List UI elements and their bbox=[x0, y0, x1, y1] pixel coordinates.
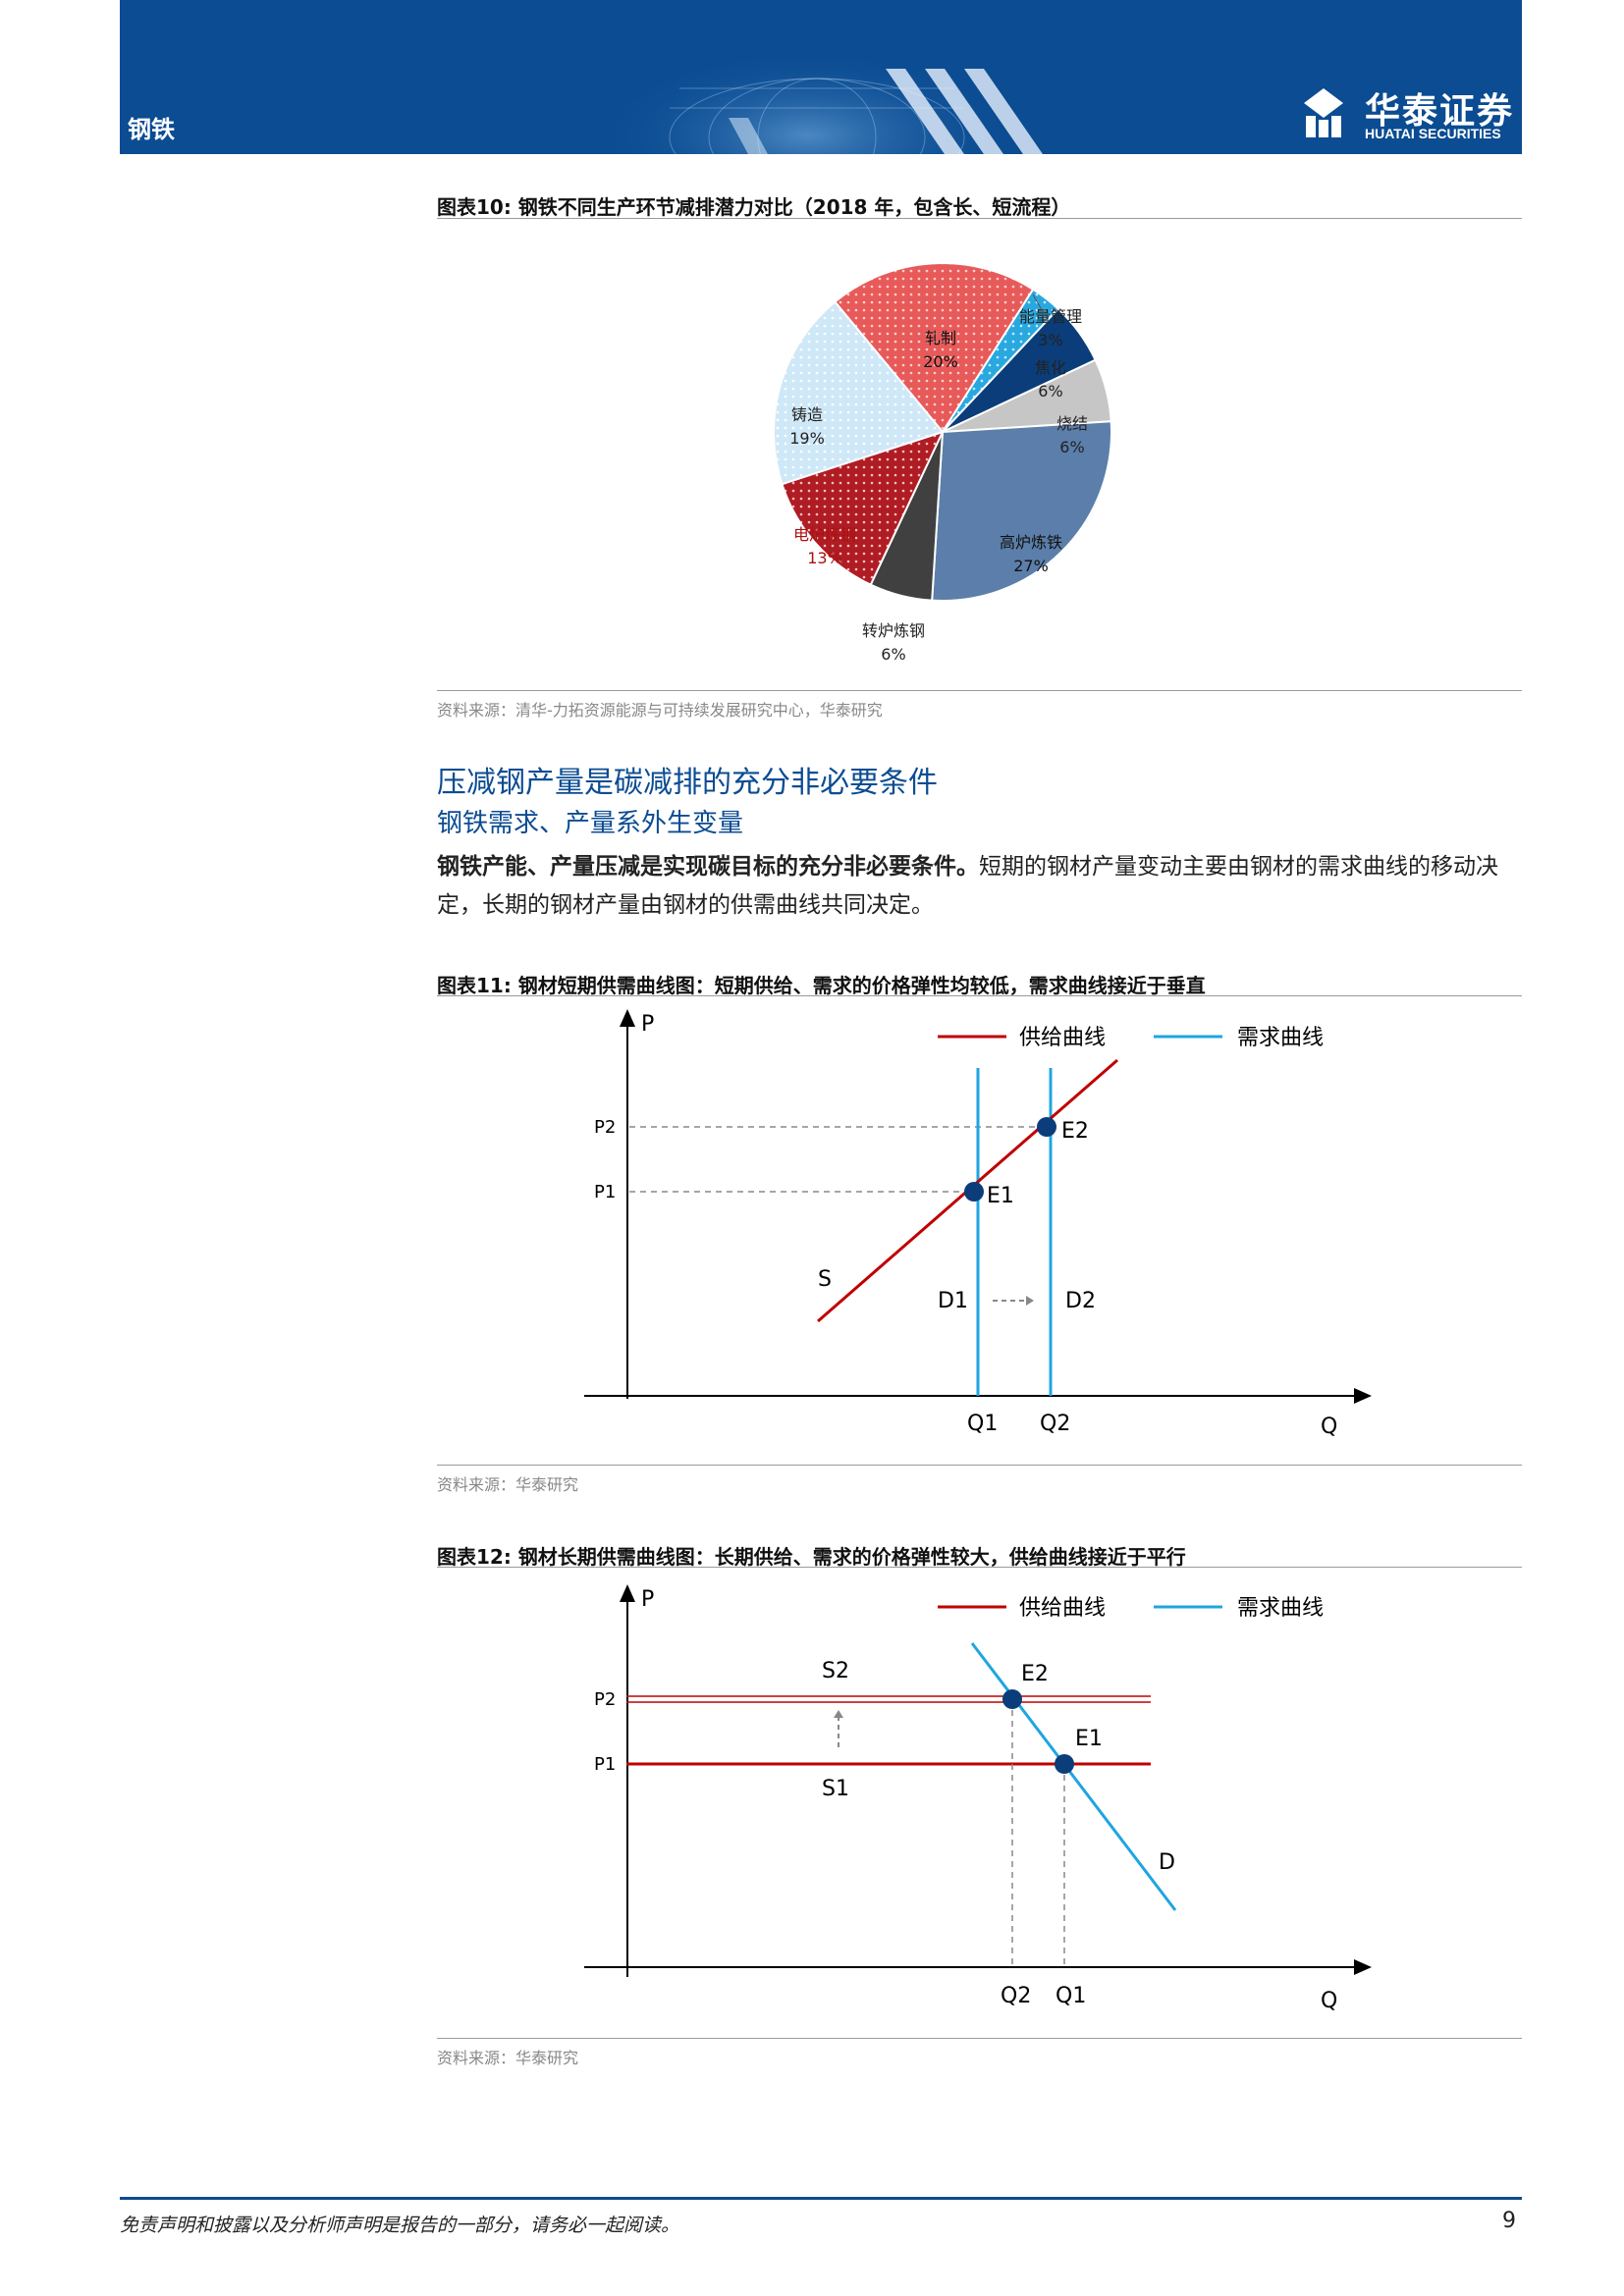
figure12-top-rule bbox=[437, 1567, 1522, 1568]
equilibrium-e2 bbox=[1002, 1689, 1022, 1709]
figure10-pie-chart: 轧制 20% 能量管理 3% 焦化 6% 烧结 6% 高炉炼铁 27% 转炉炼钢 6% 电炉炼钢 13% 铸… bbox=[773, 262, 1112, 664]
p2-label: P2 bbox=[594, 1689, 616, 1710]
figure11-bottom-rule bbox=[437, 1465, 1522, 1466]
figure12-chart: P Q 供给曲线 需求曲线 P2 P1 S2 S1 E2 E1 D Q2 Q1 bbox=[584, 1584, 1372, 2013]
s-label: S bbox=[818, 1267, 832, 1292]
header-banner bbox=[120, 0, 1522, 154]
e2-label: E2 bbox=[1021, 1662, 1049, 1686]
p2-label: P2 bbox=[594, 1117, 616, 1138]
footer-disclaimer: 免责声明和披露以及分析师声明是报告的一部分，请务必一起阅读。 bbox=[120, 2215, 680, 2236]
legend-supply-label: 供给曲线 bbox=[1019, 1026, 1106, 1050]
s2-label: S2 bbox=[822, 1659, 849, 1683]
pie-value-4: 27% bbox=[1013, 557, 1049, 575]
page-number: 9 bbox=[1502, 2209, 1516, 2233]
pie-value-7: 19% bbox=[789, 429, 825, 448]
figure11-top-rule bbox=[437, 995, 1522, 996]
p1-label: P1 bbox=[594, 1754, 616, 1775]
equilibrium-e2 bbox=[1037, 1117, 1056, 1137]
brand-name-en: HUATAI SECURITIES bbox=[1365, 126, 1501, 141]
s1-label: S1 bbox=[822, 1777, 849, 1801]
sector-label: 钢铁 bbox=[128, 116, 175, 143]
y-axis-label: P bbox=[641, 1012, 654, 1037]
x-axis-label: Q bbox=[1321, 1415, 1337, 1439]
pie-value-2: 6% bbox=[1038, 382, 1062, 400]
pie-slice-0 bbox=[833, 262, 1035, 434]
pie-label-4: 高炉炼铁 bbox=[1000, 533, 1062, 552]
y-axis-label: P bbox=[641, 1587, 654, 1612]
paragraph-body: 短期的钢材产量变动主要由钢材的需求曲线的移动决定，长期的钢材产量由钢材的供需曲线… bbox=[437, 854, 1498, 918]
e1-label: E1 bbox=[987, 1184, 1014, 1208]
pie-slice-4 bbox=[931, 420, 1112, 602]
body-paragraph: 钢铁产能、产量压减是实现碳目标的充分非必要条件。短期的钢材产量变动主要由钢材的需… bbox=[437, 848, 1522, 925]
demand-curve-d bbox=[970, 1642, 1177, 1911]
legend-demand-label: 需求曲线 bbox=[1237, 1026, 1324, 1050]
figure10-bottom-rule bbox=[437, 690, 1522, 691]
pie-leader-line bbox=[1032, 294, 1050, 323]
pie-value-1: 3% bbox=[1038, 331, 1062, 349]
brand-name-cn: 华泰证券 bbox=[1365, 91, 1515, 132]
e2-label: E2 bbox=[1061, 1119, 1089, 1144]
pie-label-2: 焦化 bbox=[1035, 358, 1066, 377]
legend-demand-label: 需求曲线 bbox=[1237, 1596, 1324, 1621]
figure11-source: 资料来源：华泰研究 bbox=[437, 1475, 579, 1494]
pie-value-6: 13% bbox=[807, 549, 842, 567]
figure10-title: 图表10: 钢铁不同生产环节减排潜力对比（2018 年，包含长、短流程） bbox=[437, 195, 1071, 219]
figure10-top-rule bbox=[437, 218, 1522, 219]
legend-supply-label: 供给曲线 bbox=[1019, 1596, 1106, 1621]
figure12-source: 资料来源：华泰研究 bbox=[437, 2049, 579, 2067]
demand-shift-arrowhead bbox=[1026, 1296, 1034, 1306]
q1-label: Q1 bbox=[1056, 1984, 1086, 2008]
pie-slice-7 bbox=[773, 300, 945, 486]
equilibrium-e1 bbox=[1055, 1754, 1074, 1774]
pie-value-3: 6% bbox=[1059, 438, 1084, 456]
d2-label: D2 bbox=[1065, 1289, 1096, 1313]
q1-label: Q1 bbox=[967, 1412, 998, 1436]
pie-label-1: 能量管理 bbox=[1019, 307, 1082, 326]
equilibrium-e1 bbox=[964, 1182, 984, 1201]
header-globe-graphic bbox=[591, 29, 1343, 154]
huatai-logo-icon bbox=[1304, 88, 1343, 137]
pie-label-7: 铸造 bbox=[791, 405, 823, 424]
figure12-title: 图表12: 钢材长期供需曲线图：长期供给、需求的价格弹性较大，供给曲线接近于平行 bbox=[437, 1545, 1186, 1569]
section-subheading: 钢铁需求、产量系外生变量 bbox=[437, 809, 744, 838]
pie-label-3: 烧结 bbox=[1056, 414, 1088, 433]
footer-rule bbox=[120, 2197, 1522, 2200]
x-axis-label: Q bbox=[1321, 1989, 1337, 2013]
pie-value-0: 20% bbox=[923, 352, 958, 371]
pie-label-6: 电炉炼钢 bbox=[793, 525, 856, 544]
p1-label: P1 bbox=[594, 1182, 616, 1202]
figure11-title: 图表11: 钢材短期供需曲线图：短期供给、需求的价格弹性均较低，需求曲线接近于垂… bbox=[437, 974, 1206, 997]
figure10-source: 资料来源：清华-力拓资源能源与可持续发展研究中心，华泰研究 bbox=[437, 701, 883, 720]
paragraph-lead: 钢铁产能、产量压减是实现碳目标的充分非必要条件。 bbox=[437, 854, 979, 880]
figure12-bottom-rule bbox=[437, 2038, 1522, 2039]
pie-value-5: 6% bbox=[881, 645, 905, 664]
section-heading: 压减钢产量是碳减排的充分非必要条件 bbox=[437, 766, 938, 800]
pie-label-5: 转炉炼钢 bbox=[862, 621, 925, 640]
d1-label: D1 bbox=[938, 1289, 968, 1313]
pie-label-0: 轧制 bbox=[925, 329, 956, 347]
d-label: D bbox=[1159, 1850, 1175, 1875]
q2-label: Q2 bbox=[1040, 1412, 1070, 1436]
pie-slice-6 bbox=[781, 430, 945, 586]
e1-label: E1 bbox=[1075, 1727, 1103, 1751]
q2-label: Q2 bbox=[1001, 1984, 1031, 2008]
figure11-chart: P Q 供给曲线 需求曲线 P2 P1 E2 E1 S D1 D2 Q1 Q2 bbox=[584, 1009, 1372, 1439]
supply-shift-arrowhead bbox=[834, 1710, 843, 1718]
